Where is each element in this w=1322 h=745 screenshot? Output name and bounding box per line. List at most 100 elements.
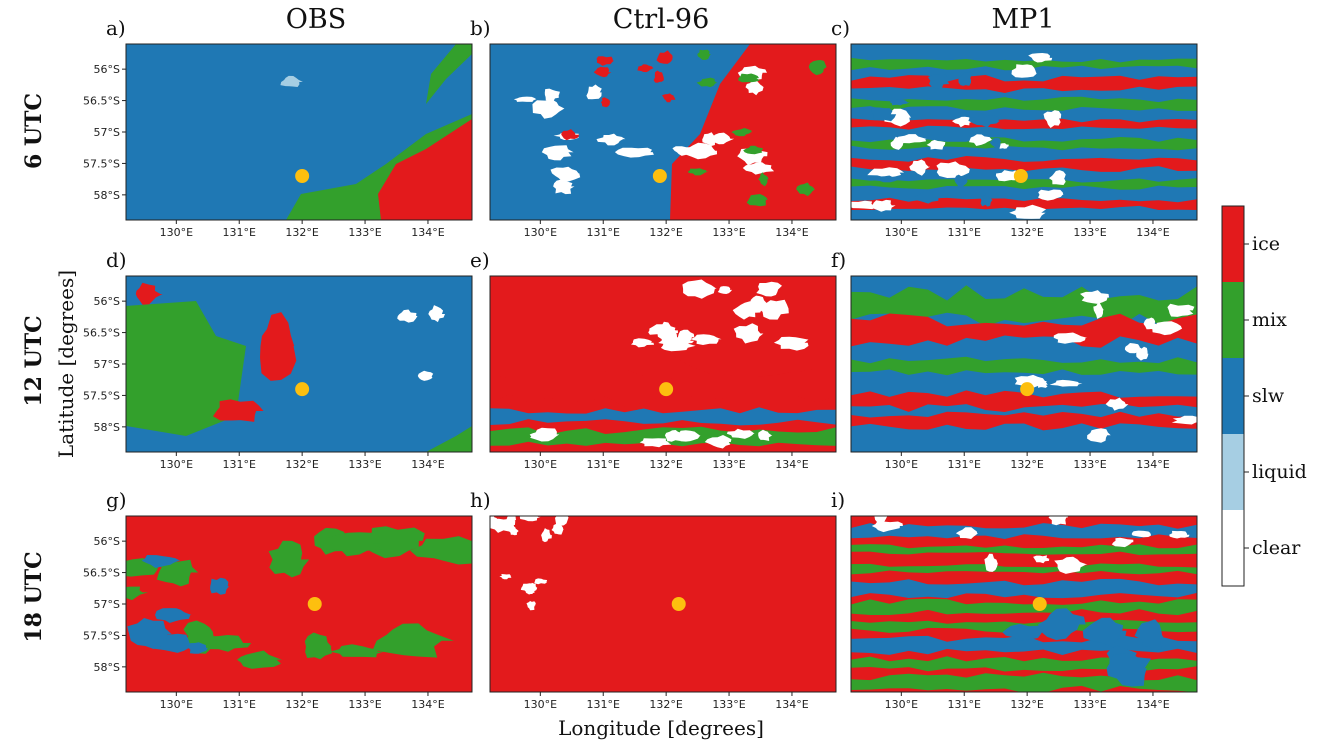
phase-region-mix [851, 356, 1197, 376]
phase-region-slw [490, 407, 836, 426]
panel-frame [850, 515, 1198, 693]
phase-region-mix [126, 558, 167, 577]
y-tick-label: 56°S [94, 63, 120, 76]
phase-region-slw [873, 175, 899, 183]
phase-region-clear [1169, 530, 1190, 539]
phase-region-mix [126, 586, 149, 601]
phase-region-mix [796, 182, 816, 197]
phase-region-clear [1033, 555, 1050, 564]
x-tick-label: 132°E [285, 698, 318, 711]
map-panel: 130°E 131°E 132°E 133°E 134°E [489, 43, 837, 239]
panel-letter: d) [106, 248, 127, 272]
y-tick-label: 57°S [94, 358, 120, 371]
phase-region-clear [952, 116, 975, 128]
x-tick-label: 134°E [1136, 698, 1169, 711]
y-tick-label: 58°S [94, 421, 120, 434]
phase-region-mix [426, 44, 472, 104]
panel-letter: i) [831, 488, 846, 512]
phase-region-clear [526, 601, 536, 611]
phase-region-clear [998, 143, 1009, 149]
phase-region-clear [541, 528, 552, 543]
x-tick-label: 130°E [524, 698, 557, 711]
row-label-12-utc: 12 UTC [21, 315, 47, 407]
phase-region-mix [746, 194, 768, 207]
phase-region-clear [685, 142, 717, 160]
phase-background [490, 516, 836, 692]
phase-region-mix [304, 632, 332, 660]
panel-frame [850, 43, 1198, 221]
phase-region-ice [490, 276, 836, 452]
phase-region-clear [555, 516, 569, 526]
phase-region-clear [677, 430, 701, 442]
phase-region-clear [1087, 428, 1111, 443]
phase-region-ice [656, 50, 673, 64]
phase-region-clear [596, 133, 626, 146]
x-tick-label: 134°E [1136, 226, 1169, 239]
site-marker [659, 382, 674, 397]
phase-region-clear [397, 309, 418, 323]
x-tick-label: 132°E [285, 226, 318, 239]
phase-region-clear [984, 553, 998, 572]
phase-region-mix [696, 77, 718, 88]
phase-region-ice [653, 70, 664, 83]
phase-region-ice [851, 156, 1197, 172]
phase-region-clear [1043, 110, 1062, 128]
phase-region-mix [687, 168, 709, 176]
x-tick-label: 131°E [223, 226, 256, 239]
phase-region-clear [872, 199, 896, 212]
column-title-ctrl-96: Ctrl-96 [612, 4, 710, 35]
phase-region-mix [851, 544, 1197, 555]
site-marker [1020, 382, 1035, 397]
panel-letter: f) [831, 248, 847, 272]
phase-region-clear [1048, 516, 1069, 526]
x-tick-label: 130°E [885, 458, 918, 471]
phase-region-mix [156, 559, 199, 587]
phase-region-clear [690, 334, 722, 345]
phase-region-mix [426, 426, 472, 452]
phase-region-clear [1011, 64, 1037, 78]
column-title-obs: OBS [285, 4, 347, 35]
x-tick-label: 133°E [712, 458, 745, 471]
phase-region-clear [704, 435, 732, 449]
x-tick-label: 131°E [948, 698, 981, 711]
x-tick-label: 130°E [160, 226, 193, 239]
phase-region-mix [330, 644, 384, 658]
x-tick-label: 131°E [587, 698, 620, 711]
y-tick-label: 57.5°S [83, 629, 120, 642]
colorbar-swatch-mix [1222, 282, 1244, 358]
phase-region-slw [155, 608, 192, 623]
phase-region-mix [743, 145, 763, 155]
phase-region-ice [601, 97, 611, 108]
x-tick-label: 134°E [775, 698, 808, 711]
colorbar-swatch-slw [1222, 358, 1244, 434]
phase-region-clear [664, 430, 685, 442]
x-tick-label: 131°E [223, 458, 256, 471]
phase-region-clear [1131, 530, 1151, 538]
phase-region-slw [889, 99, 910, 106]
y-tick-label: 56°S [94, 535, 120, 548]
phase-region-slw [1038, 608, 1086, 641]
panel-frame [489, 43, 837, 221]
phase-region-clear [417, 370, 434, 381]
phase-region-clear [499, 574, 512, 580]
phase-region-clear [586, 84, 602, 100]
site-marker [295, 169, 310, 183]
panel-letter: a) [106, 16, 126, 40]
phase-region-mix [758, 172, 769, 187]
x-tick-label: 134°E [1136, 458, 1169, 471]
x-tick-label: 133°E [348, 458, 381, 471]
colorbar-frame [1221, 205, 1245, 587]
phase-region-clear [506, 516, 516, 527]
phase-region-clear [709, 132, 735, 145]
phase-region-ice [593, 66, 612, 78]
phase-region-slw [980, 194, 993, 207]
phase-region-slw [851, 578, 1197, 599]
phase-region-ice [662, 93, 676, 103]
phase-region-clear [544, 88, 560, 102]
y-tick-label: 57°S [94, 126, 120, 139]
phase-region-slw [968, 113, 1000, 128]
phase-region-mix [237, 650, 282, 669]
phase-region-ice [851, 390, 1197, 412]
phase-region-ice [260, 312, 297, 381]
phase-region-clear [532, 99, 565, 119]
